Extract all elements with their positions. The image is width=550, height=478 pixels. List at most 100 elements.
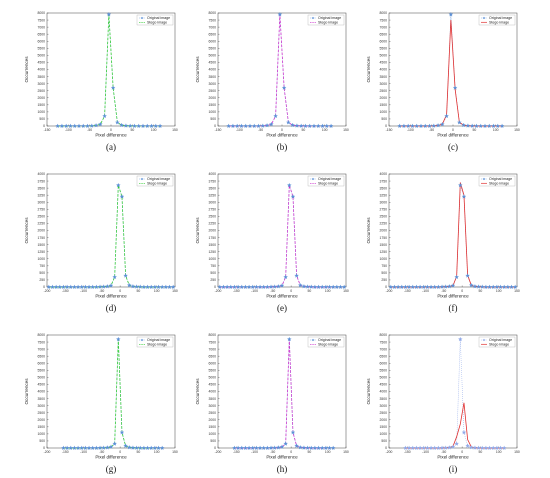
y-tick-label: 5000 <box>208 376 216 380</box>
y-tick-label: 1750 <box>379 236 387 240</box>
y-tick-label: 3500 <box>208 75 216 79</box>
original-image-point <box>435 123 441 128</box>
x-tick-label: -100 <box>236 128 243 132</box>
y-tick-label: 3500 <box>379 186 387 190</box>
y-tick-label: 4500 <box>208 383 216 387</box>
x-tick-label: 50 <box>308 450 312 454</box>
y-tick-label: 250 <box>381 278 387 282</box>
legend-stego-label: Stego image <box>489 182 509 186</box>
original-image-point <box>410 123 415 128</box>
y-tick-label: 500 <box>39 117 45 121</box>
x-tick-label: -150 <box>215 128 222 132</box>
panel-caption: (h) <box>277 464 288 474</box>
x-tick-label: -200 <box>386 289 393 293</box>
y-tick-label: 2250 <box>208 222 216 226</box>
y-tick-label: 5000 <box>37 376 45 380</box>
panel-caption: (g) <box>106 464 117 474</box>
y-tick-label: 750 <box>210 264 216 268</box>
original-image-series-line <box>390 185 516 288</box>
legend-original-marker <box>140 16 144 20</box>
y-tick-label: 5000 <box>208 54 216 58</box>
panel-caption: (c) <box>448 142 458 152</box>
original-image-point <box>108 283 114 288</box>
plot-frame <box>217 173 347 288</box>
y-tick-label: 1000 <box>208 257 216 261</box>
original-image-point <box>450 283 456 288</box>
original-image-point <box>487 284 492 289</box>
original-image-point <box>395 284 401 289</box>
original-image-point <box>115 120 120 125</box>
original-image-point <box>469 445 474 450</box>
legend-original-label: Original image <box>489 338 512 342</box>
y-tick-label: 6000 <box>208 39 216 43</box>
x-tick-label: -100 <box>80 289 87 293</box>
x-tick-label: 50 <box>130 128 134 132</box>
y-tick-label: 7500 <box>208 18 216 22</box>
legend-original-label: Original image <box>489 177 512 181</box>
original-image-point <box>68 445 74 450</box>
legend-original-marker <box>482 16 486 20</box>
original-image-point <box>478 123 483 128</box>
legend-box <box>136 175 174 187</box>
original-image-point <box>269 121 274 127</box>
x-tick-label: 0 <box>290 289 292 293</box>
original-image-point <box>334 284 340 289</box>
y-tick-label: 2500 <box>37 215 45 219</box>
original-image-point <box>294 123 300 128</box>
y-tick-label: 0 <box>385 124 387 128</box>
original-image-point <box>243 284 248 289</box>
original-image-point <box>287 336 292 342</box>
legend-original-marker <box>140 177 144 181</box>
legend-original-label: Original image <box>147 338 170 342</box>
y-tick-label: 500 <box>39 439 45 443</box>
y-axis-label: Occurrences <box>195 56 200 83</box>
original-image-point <box>316 284 321 289</box>
original-image-point <box>461 194 467 199</box>
original-image-point <box>159 445 165 450</box>
y-tick-label: 2500 <box>208 411 216 415</box>
original-image-point <box>320 123 325 128</box>
y-tick-label: 6500 <box>208 32 216 36</box>
original-image-point <box>98 121 103 127</box>
original-image-point <box>268 445 274 450</box>
original-image-series-line <box>234 339 334 449</box>
y-tick-label: 6000 <box>379 361 387 365</box>
y-tick-label: 1500 <box>208 425 216 429</box>
x-tick-label: -50 <box>87 128 92 132</box>
original-image-point <box>50 284 55 289</box>
chart-panel: 0500100015002000250030003500400045005000… <box>24 333 178 474</box>
original-image-point <box>112 441 117 446</box>
original-image-point <box>72 123 77 128</box>
y-tick-label: 1500 <box>208 103 216 107</box>
x-tick-label: -200 <box>44 289 51 293</box>
x-tick-label: 150 <box>514 128 520 132</box>
original-image-point <box>427 123 432 128</box>
x-tick-label: 0 <box>119 450 121 454</box>
legend-original-label: Original image <box>489 16 512 20</box>
original-image-point <box>298 123 304 128</box>
y-tick-label: 2750 <box>37 208 45 212</box>
y-tick-label: 5500 <box>37 369 45 373</box>
y-tick-label: 4000 <box>37 68 45 72</box>
panel-caption: (f) <box>449 303 458 313</box>
original-image-point <box>307 123 312 128</box>
plot-frame <box>388 12 518 127</box>
legend-original-label: Original image <box>147 16 170 20</box>
y-axis-label: Occurrences <box>195 378 200 405</box>
panel-caption: (b) <box>277 142 288 152</box>
y-tick-label: 2000 <box>37 229 45 233</box>
x-tick-label: -150 <box>404 289 411 293</box>
y-tick-label: 6000 <box>37 39 45 43</box>
x-tick-label: 150 <box>172 450 178 454</box>
legend-box <box>136 14 174 26</box>
stego-image-series-line <box>48 185 174 288</box>
y-tick-label: 1500 <box>379 243 387 247</box>
y-tick-label: 5500 <box>208 369 216 373</box>
original-image-point <box>279 444 285 449</box>
y-tick-label: 2000 <box>208 418 216 422</box>
original-image-point <box>447 284 452 289</box>
original-image-point <box>439 445 445 450</box>
legend-stego-label: Stego image <box>147 182 167 186</box>
original-image-point <box>76 123 82 128</box>
y-axis-label: Occurrences <box>366 378 371 405</box>
